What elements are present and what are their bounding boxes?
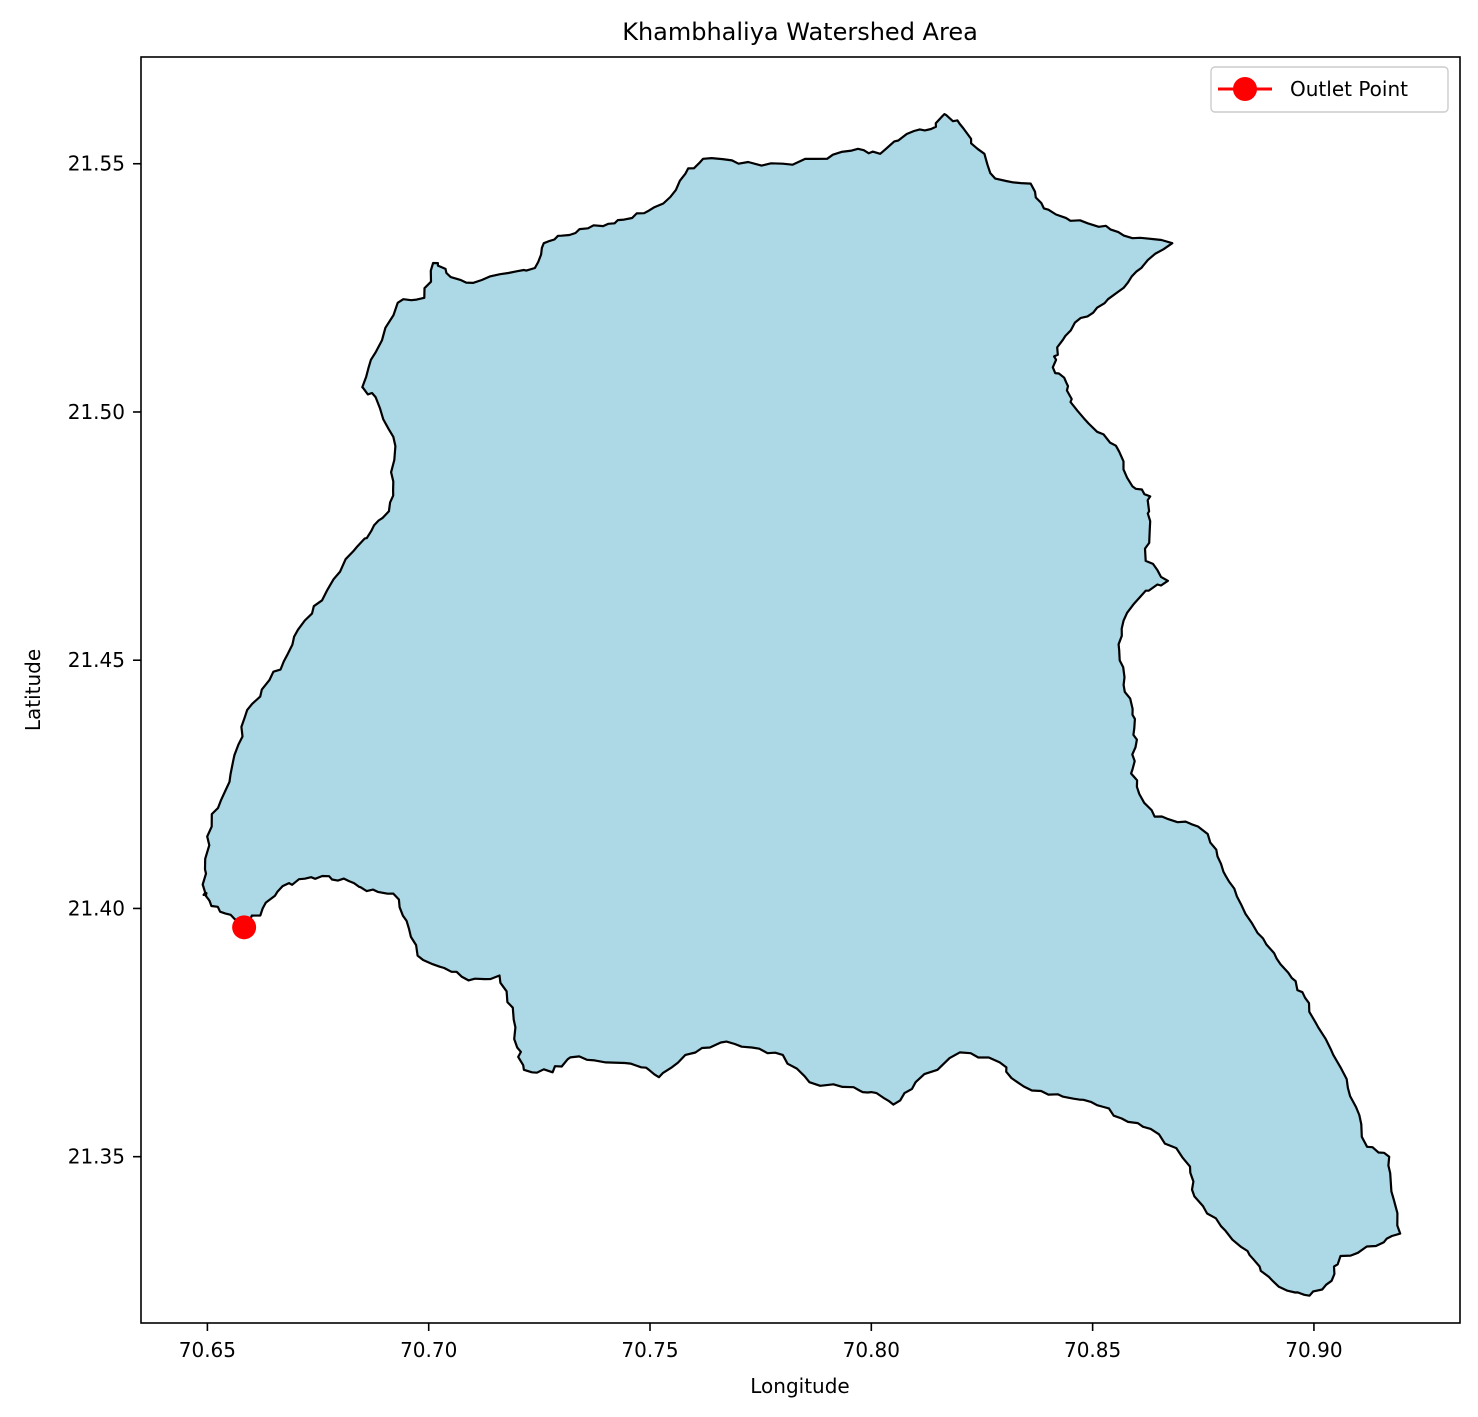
y-tick-label: 21.40 [68,896,125,920]
x-axis-label: Longitude [750,1374,849,1398]
y-tick-label: 21.35 [68,1145,125,1169]
watershed-polygon [201,113,1402,1297]
x-tick-label: 70.80 [843,1338,900,1362]
y-tick-label: 21.55 [68,152,125,176]
x-tick-label: 70.85 [1064,1338,1121,1362]
y-axis-label: Latitude [21,649,45,731]
x-axis: 70.65 70.70 70.75 70.80 70.85 70.90 [179,1323,1343,1362]
outlet-point-marker [232,915,257,940]
x-tick-label: 70.90 [1285,1338,1342,1362]
y-tick-label: 21.50 [68,400,125,424]
axes-frame [140,56,1461,1324]
plot-area [201,113,1402,1297]
x-tick-label: 70.70 [400,1338,457,1362]
legend-marker-icon [1233,77,1257,101]
x-tick-label: 70.75 [621,1338,678,1362]
legend-label-outlet-point: Outlet Point [1290,77,1408,101]
legend: Outlet Point [1210,66,1449,113]
y-axis: 21.35 21.40 21.45 21.50 21.55 [68,152,141,1169]
y-tick-label: 21.45 [68,648,125,672]
x-tick-label: 70.65 [179,1338,236,1362]
chart-title: Khambhaliya Watershed Area [622,18,978,46]
legend-box [1210,66,1449,113]
